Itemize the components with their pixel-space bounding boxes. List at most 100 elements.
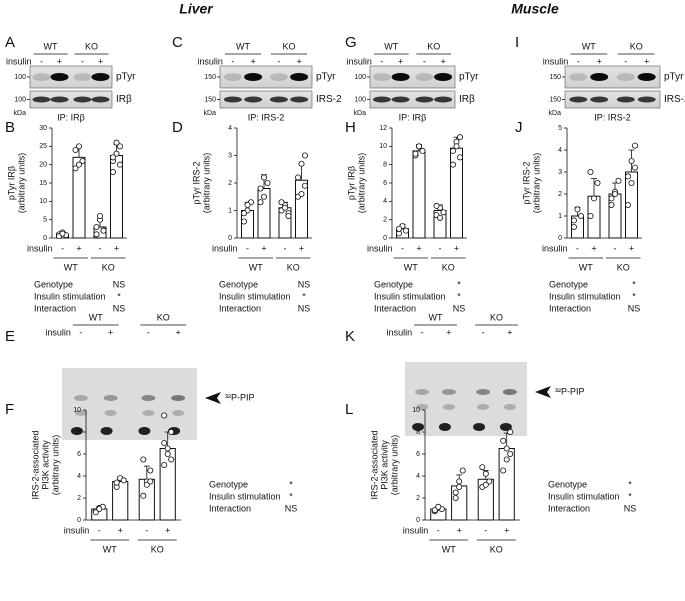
y-tick-label: 25 [39,143,47,150]
y-axis-label: (arbitrary units) [356,153,366,214]
blot-band [569,73,588,81]
blot-band [434,73,453,81]
y-tick-label: 8 [77,429,81,436]
data-point [608,195,615,202]
data-point [628,179,635,186]
data-point [117,143,124,150]
origin-spot [100,427,113,435]
data-point [76,143,83,150]
blot-band [73,73,92,81]
y-tick-label: 2 [228,180,232,187]
data-point [301,152,308,159]
x-tick-label: - [284,243,287,253]
stat-label: Genotype [548,479,587,489]
x-tick-label: + [454,243,459,253]
stat-value: NS [624,503,637,513]
origin-spot [499,423,512,431]
data-point [164,445,171,452]
x-tick-label: - [61,243,64,253]
arrow [205,392,221,404]
stat-label: Interaction [219,303,261,313]
lane-sign: + [644,56,649,66]
y-axis-label: pTyr IRS-2 [191,161,201,204]
data-point [96,505,103,512]
blot-band [73,96,92,103]
data-point [500,467,507,474]
group-label: KO [102,262,115,272]
bar [450,147,463,239]
spot [477,404,490,410]
data-point [76,161,83,168]
group-label: WT [582,41,596,51]
data-point [168,428,175,435]
data-point [482,481,489,488]
data-point [449,161,456,168]
stat-label: Insulin stimulation [34,291,106,301]
lane-sign: + [398,56,403,66]
y-tick-label: 10 [73,407,81,414]
y-tick-label: 8 [383,162,387,169]
group-label: WT [249,262,263,272]
group-label: KO [287,262,300,272]
panel-letter: C [172,34,183,51]
mw-marker: 150 [549,96,561,103]
data-point [507,428,514,435]
data-point [79,157,86,164]
origin-spot [138,427,151,435]
band-label: IRS-2 [316,94,342,105]
data-point [110,168,117,175]
y-axis-label: PI3K activity [379,440,389,490]
data-point [452,489,459,496]
blot-band [569,96,588,103]
data-point [161,439,168,446]
stat-value: * [289,479,293,489]
treatment-label: insulin [197,56,223,66]
data-point [298,160,305,167]
section-header: Muscle [511,1,559,17]
y-tick-label: 15 [39,180,47,187]
data-point [161,412,168,419]
mw-marker: 100 [354,96,366,103]
mw-marker: 150 [549,74,561,81]
data-point [482,470,489,477]
group-label: KO [490,312,503,322]
x-tick-label: - [145,525,148,535]
data-point [608,201,615,208]
y-tick-label: 4 [416,473,420,480]
data-point [456,134,463,141]
stat-value: NS [285,503,298,513]
y-axis-label: (arbitrary units) [201,153,211,214]
panel-letter: F [5,401,14,418]
x-tick-label: + [165,525,170,535]
data-point [260,174,267,181]
stat-label: Insulin stimulation [374,291,446,301]
y-tick-label: 10 [39,198,47,205]
x-tick-label: + [261,243,266,253]
y-tick-label: 2 [77,495,81,502]
lane-sign: + [57,56,62,66]
x-tick-label: + [118,525,123,535]
stat-value: * [628,491,632,501]
stat-value: * [117,291,121,301]
x-tick-label: + [416,243,421,253]
data-point [395,225,402,232]
x-tick-label: - [614,243,617,253]
y-tick-label: 0 [416,517,420,524]
y-tick-label: 3 [228,152,232,159]
spot [141,395,156,401]
x-tick-label: + [76,243,81,253]
mw-marker: 100 [14,74,26,81]
panel-letter: H [345,119,356,136]
spot [171,395,186,401]
data-point [578,212,585,219]
spot [442,404,455,410]
stat-label: Insulin stimulation [219,291,291,301]
y-tick-label: 8 [416,429,420,436]
group-label: WT [579,262,593,272]
x-tick-label: + [591,243,596,253]
x-tick-label: - [99,243,102,253]
y-tick-label: 4 [228,125,232,132]
data-point [281,204,288,211]
stat-label: Interaction [34,303,76,313]
lane-sign: - [40,56,43,66]
